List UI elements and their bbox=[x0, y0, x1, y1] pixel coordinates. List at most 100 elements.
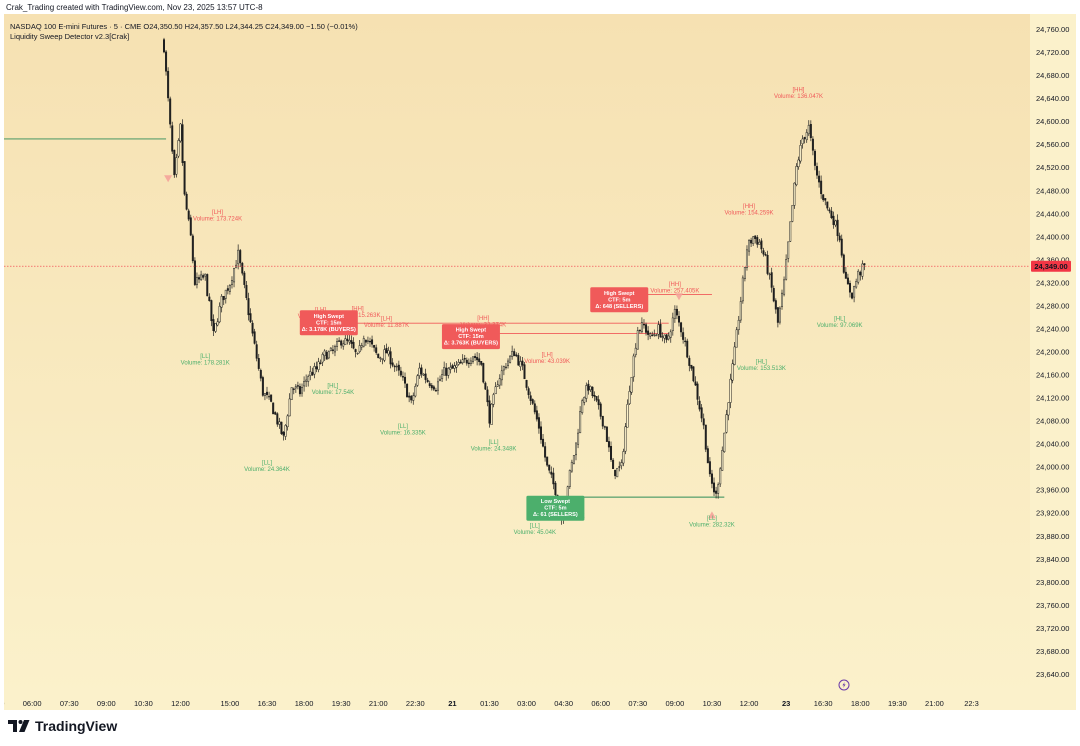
last-price-tag[interactable] bbox=[1031, 260, 1071, 272]
legend-indicator-name[interactable]: Liquidity Sweep Detector v2.3[Crak] bbox=[10, 32, 130, 41]
candle bbox=[494, 382, 497, 395]
sweep-box[interactable] bbox=[441, 324, 500, 350]
candle-body bbox=[809, 124, 812, 139]
candle bbox=[303, 376, 306, 392]
candle bbox=[645, 322, 648, 336]
candle-body bbox=[745, 249, 748, 268]
candle-body bbox=[587, 383, 590, 391]
sweep-marker-triangle bbox=[707, 511, 716, 519]
candle bbox=[550, 466, 553, 479]
candle-body bbox=[607, 441, 610, 448]
candle bbox=[539, 421, 542, 444]
candle-body bbox=[542, 438, 545, 447]
price-chart[interactable]: [LH]Volume: 173.724K[LL]Volume: 178.281K… bbox=[4, 14, 1076, 710]
candle-body bbox=[210, 300, 213, 322]
candle bbox=[397, 360, 400, 376]
candle-body bbox=[690, 364, 693, 369]
candle bbox=[333, 344, 336, 357]
candle bbox=[179, 123, 182, 143]
candle-body bbox=[344, 338, 347, 345]
candle-body bbox=[824, 198, 827, 201]
candle bbox=[315, 361, 318, 373]
swing-label-volume: Volume: 178.281K bbox=[181, 360, 230, 366]
candle bbox=[175, 153, 178, 178]
legend-symbol-ohlc[interactable]: NASDAQ 100 E-mini Futures · 5 · CME O24,… bbox=[10, 22, 358, 31]
candle-body bbox=[397, 364, 400, 371]
candle-body bbox=[247, 298, 250, 316]
candle-body bbox=[632, 355, 635, 378]
candle bbox=[245, 281, 248, 301]
candle bbox=[828, 207, 831, 214]
chart-area[interactable]: [LH] Volume: 173.724K [LL] Volume: 178.281K… bbox=[4, 14, 1076, 710]
candle-body bbox=[671, 317, 674, 331]
candle-body bbox=[212, 319, 215, 331]
candle-body bbox=[754, 235, 757, 240]
candle-body bbox=[546, 456, 549, 466]
sweep-box[interactable] bbox=[590, 287, 649, 313]
candle-body bbox=[523, 364, 526, 380]
candle-body bbox=[492, 394, 495, 405]
candle bbox=[354, 348, 357, 358]
candle-body bbox=[288, 398, 291, 417]
candle bbox=[733, 341, 736, 366]
candle-body bbox=[434, 390, 437, 392]
candle-body bbox=[228, 285, 231, 292]
candle bbox=[243, 270, 246, 289]
candle bbox=[675, 305, 678, 320]
candle-body bbox=[731, 363, 734, 381]
candle-body bbox=[490, 403, 493, 425]
candle-body bbox=[272, 402, 275, 415]
candle-body bbox=[496, 384, 499, 387]
candle bbox=[358, 340, 361, 354]
swing-label-tag: [HL] bbox=[756, 360, 767, 366]
candle-body bbox=[700, 407, 703, 419]
candle bbox=[439, 375, 442, 382]
tradingview-logo[interactable]: TradingView bbox=[8, 718, 117, 734]
candle-body bbox=[597, 399, 600, 406]
candle bbox=[309, 365, 312, 381]
chart-legend[interactable]: NASDAQ 100 E-mini Futures · 5 · CME O24,… bbox=[10, 22, 358, 42]
candle-body bbox=[539, 426, 542, 440]
candle-body bbox=[420, 367, 423, 375]
candle bbox=[741, 275, 744, 304]
lightning-icon[interactable] bbox=[838, 679, 850, 691]
candle bbox=[195, 272, 198, 289]
sweep-box[interactable] bbox=[526, 495, 585, 521]
y-tick-label: 24,160.00 bbox=[1036, 371, 1069, 380]
candle bbox=[770, 267, 773, 293]
candle bbox=[832, 211, 835, 229]
candle-body bbox=[208, 296, 211, 302]
sweep-box[interactable] bbox=[299, 310, 358, 336]
candle-body bbox=[816, 166, 819, 176]
candle-body bbox=[358, 345, 361, 353]
candle bbox=[206, 273, 209, 297]
candle-body bbox=[214, 323, 217, 332]
candle bbox=[651, 331, 654, 337]
candle bbox=[542, 433, 545, 448]
candle bbox=[451, 363, 454, 369]
candle bbox=[702, 413, 705, 430]
swing-label-tag: [HL] bbox=[327, 384, 338, 390]
swing-label-tag: [LL] bbox=[489, 440, 499, 446]
candle-body bbox=[453, 365, 456, 369]
candle bbox=[177, 138, 180, 159]
candle bbox=[694, 376, 697, 386]
candle bbox=[638, 329, 641, 334]
y-tick-label: 24,720.00 bbox=[1036, 48, 1069, 57]
candle bbox=[305, 374, 308, 387]
candle-body bbox=[424, 373, 427, 380]
candle-body bbox=[404, 376, 407, 384]
candle bbox=[469, 357, 472, 367]
candle-body bbox=[257, 358, 260, 369]
candle-body bbox=[261, 377, 264, 396]
candle bbox=[700, 404, 703, 423]
candle-body bbox=[169, 98, 172, 125]
candle-body bbox=[509, 355, 512, 363]
candle-body bbox=[237, 249, 240, 265]
x-tick-label: 16:30 bbox=[814, 699, 833, 708]
candle bbox=[622, 448, 625, 467]
candle bbox=[319, 359, 322, 365]
candle-body bbox=[395, 365, 398, 368]
candle bbox=[671, 312, 674, 336]
candle-body bbox=[412, 395, 415, 401]
